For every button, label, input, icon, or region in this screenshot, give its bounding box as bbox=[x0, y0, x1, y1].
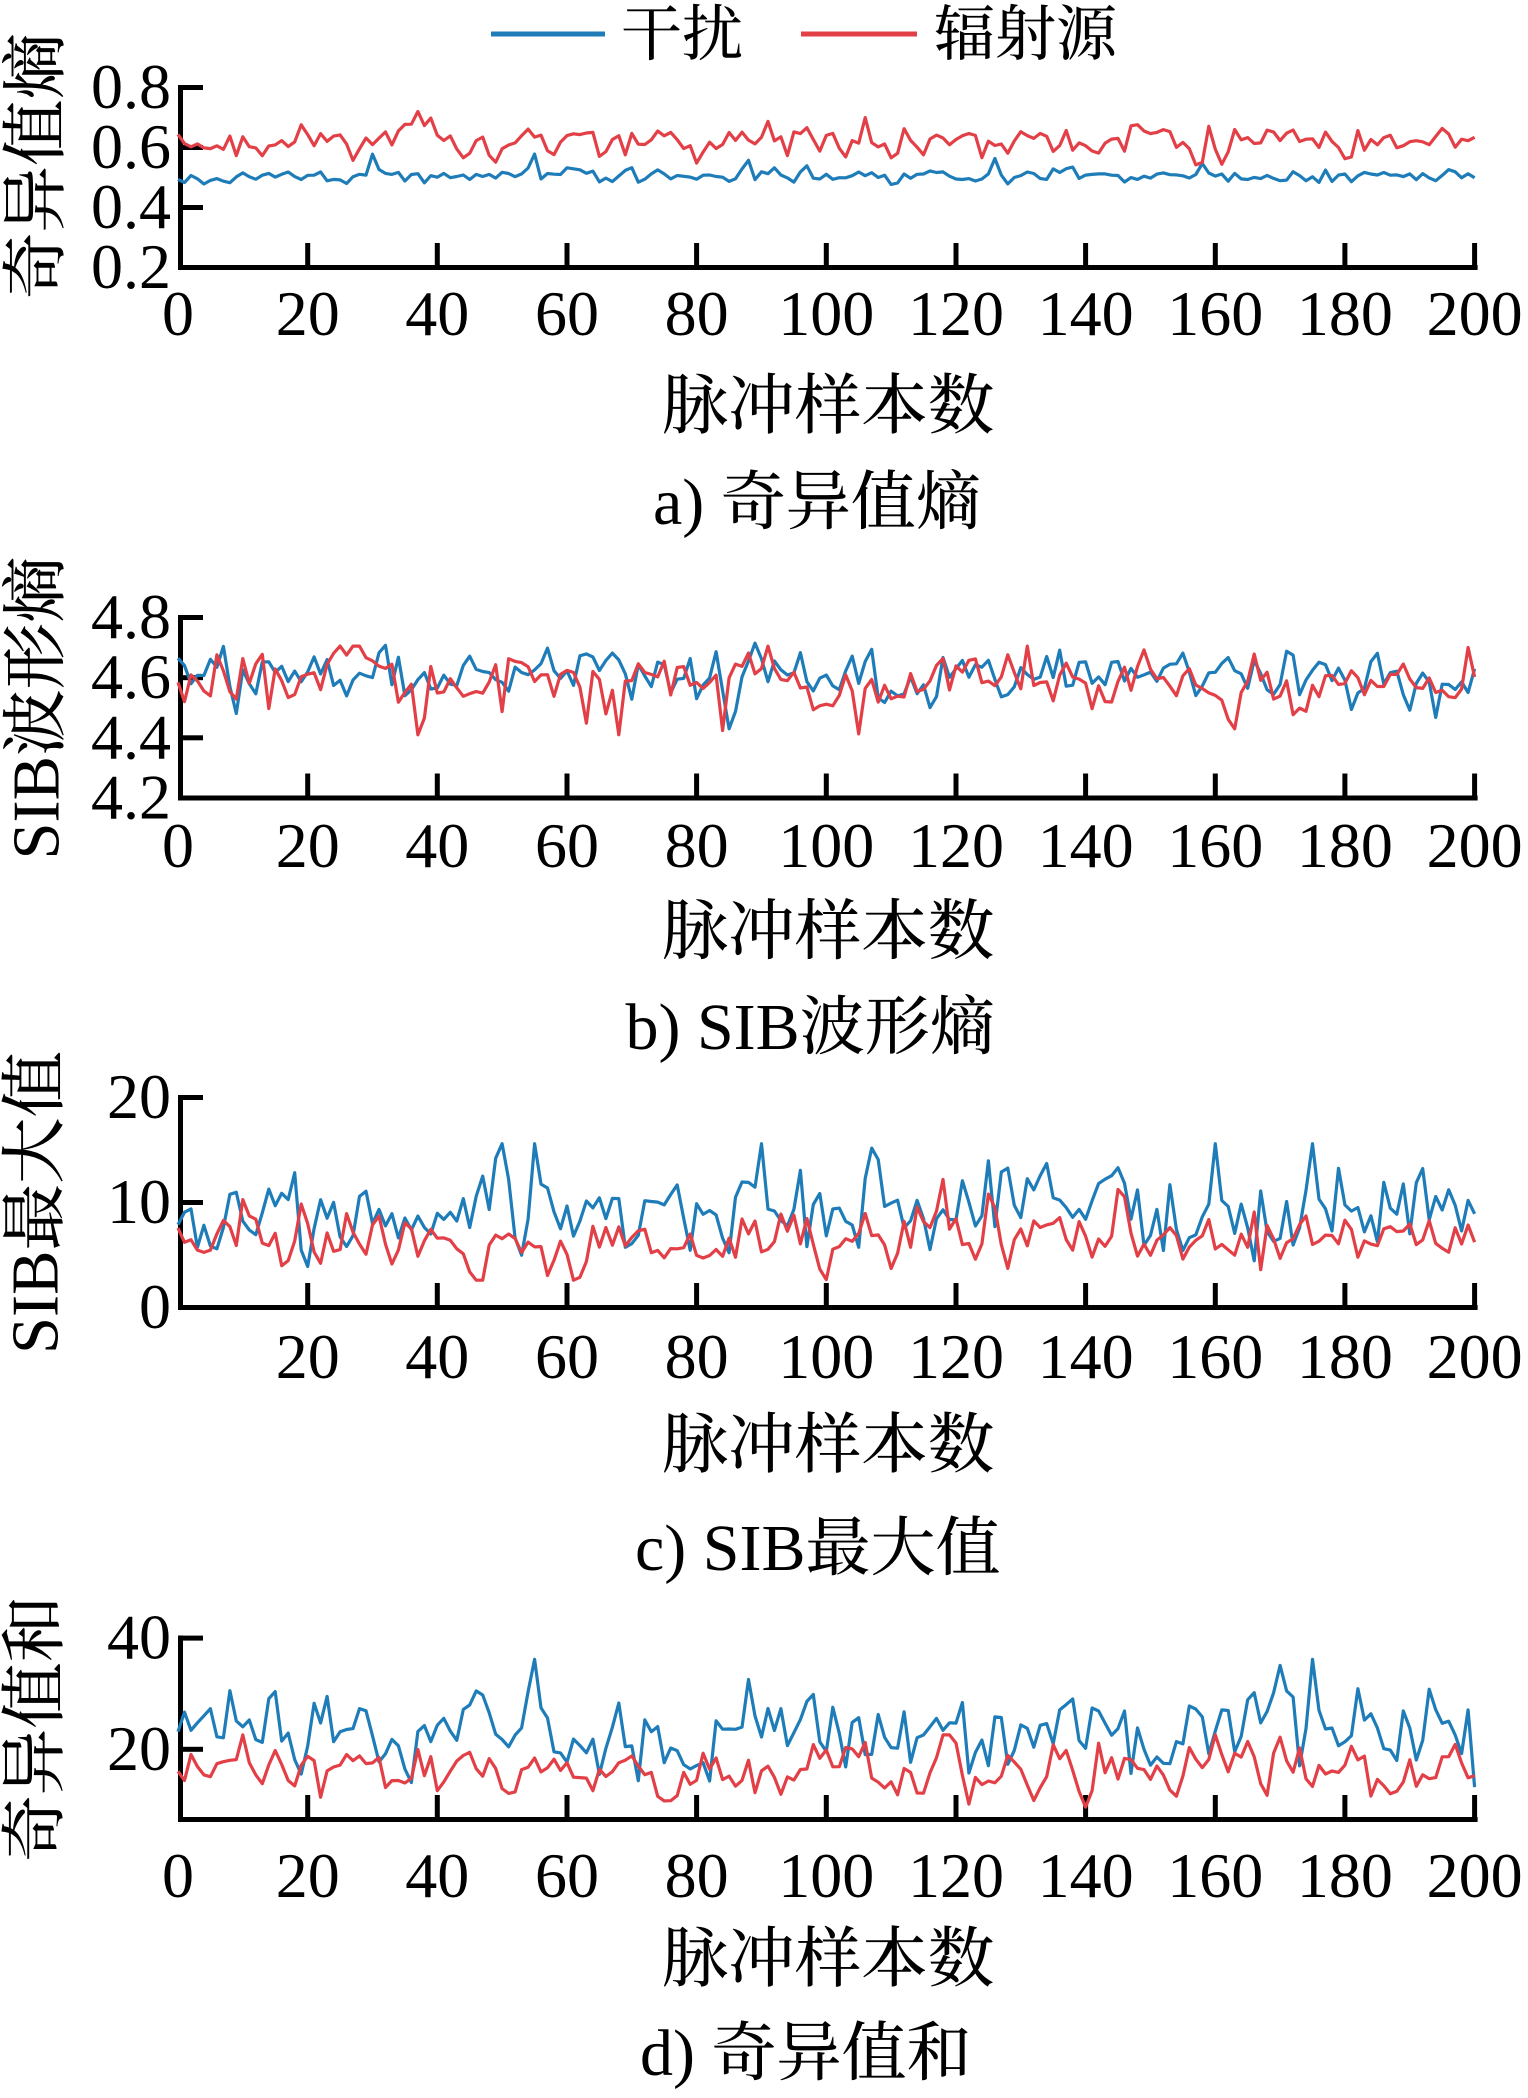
svg-text:20: 20 bbox=[107, 1061, 171, 1132]
svg-text:60: 60 bbox=[535, 810, 599, 881]
svg-text:200: 200 bbox=[1427, 1321, 1523, 1392]
svg-text:120: 120 bbox=[908, 1321, 1004, 1392]
svg-text:60: 60 bbox=[535, 278, 599, 349]
svg-text:20: 20 bbox=[276, 1840, 340, 1911]
svg-text:20: 20 bbox=[276, 810, 340, 881]
svg-text:120: 120 bbox=[908, 1840, 1004, 1911]
svg-text:180: 180 bbox=[1297, 1321, 1393, 1392]
svg-text:40: 40 bbox=[107, 1602, 171, 1673]
svg-text:0: 0 bbox=[162, 1840, 194, 1911]
svg-text:SIB: SIB bbox=[0, 1251, 72, 1354]
svg-text:200: 200 bbox=[1427, 810, 1523, 881]
svg-text:0: 0 bbox=[139, 1271, 171, 1342]
svg-text:b) SIB: b) SIB bbox=[626, 991, 800, 1064]
svg-text:120: 120 bbox=[908, 810, 1004, 881]
svg-text:10: 10 bbox=[107, 1166, 171, 1237]
svg-text:100: 100 bbox=[778, 1321, 874, 1392]
svg-text:4.8: 4.8 bbox=[91, 581, 171, 652]
svg-text:20: 20 bbox=[276, 278, 340, 349]
svg-text:40: 40 bbox=[405, 1321, 469, 1392]
svg-text:80: 80 bbox=[665, 1321, 729, 1392]
svg-text:100: 100 bbox=[778, 1840, 874, 1911]
svg-text:100: 100 bbox=[778, 278, 874, 349]
svg-text:0: 0 bbox=[162, 810, 194, 881]
svg-text:80: 80 bbox=[665, 810, 729, 881]
svg-text:140: 140 bbox=[1038, 1321, 1134, 1392]
svg-text:140: 140 bbox=[1038, 278, 1134, 349]
svg-text:40: 40 bbox=[405, 278, 469, 349]
svg-text:80: 80 bbox=[665, 278, 729, 349]
svg-text:a): a) bbox=[653, 466, 721, 539]
svg-text:160: 160 bbox=[1167, 1321, 1263, 1392]
svg-text:160: 160 bbox=[1167, 1840, 1263, 1911]
svg-text:180: 180 bbox=[1297, 1840, 1393, 1911]
svg-text:d): d) bbox=[640, 2017, 711, 2090]
svg-text:SIB: SIB bbox=[0, 756, 73, 859]
svg-text:0.4: 0.4 bbox=[91, 171, 171, 242]
svg-text:180: 180 bbox=[1297, 278, 1393, 349]
svg-text:4.6: 4.6 bbox=[91, 641, 171, 712]
svg-text:100: 100 bbox=[778, 810, 874, 881]
svg-text:160: 160 bbox=[1167, 810, 1263, 881]
svg-text:0: 0 bbox=[162, 278, 194, 349]
svg-text:20: 20 bbox=[107, 1713, 171, 1784]
svg-text:40: 40 bbox=[405, 1840, 469, 1911]
svg-text:160: 160 bbox=[1167, 278, 1263, 349]
svg-text:180: 180 bbox=[1297, 810, 1393, 881]
svg-text:60: 60 bbox=[535, 1840, 599, 1911]
svg-text:0.2: 0.2 bbox=[91, 231, 171, 302]
svg-text:60: 60 bbox=[535, 1321, 599, 1392]
svg-text:120: 120 bbox=[908, 278, 1004, 349]
svg-text:140: 140 bbox=[1038, 1840, 1134, 1911]
svg-text:200: 200 bbox=[1427, 278, 1523, 349]
svg-text:0.6: 0.6 bbox=[91, 111, 171, 182]
svg-text:4.2: 4.2 bbox=[91, 762, 171, 833]
svg-text:c) SIB: c) SIB bbox=[635, 1512, 805, 1585]
svg-text:20: 20 bbox=[276, 1321, 340, 1392]
svg-text:0.8: 0.8 bbox=[91, 51, 171, 122]
svg-text:80: 80 bbox=[665, 1840, 729, 1911]
svg-text:200: 200 bbox=[1427, 1840, 1523, 1911]
svg-text:140: 140 bbox=[1038, 810, 1134, 881]
svg-text:40: 40 bbox=[405, 810, 469, 881]
svg-text:4.4: 4.4 bbox=[91, 701, 171, 772]
